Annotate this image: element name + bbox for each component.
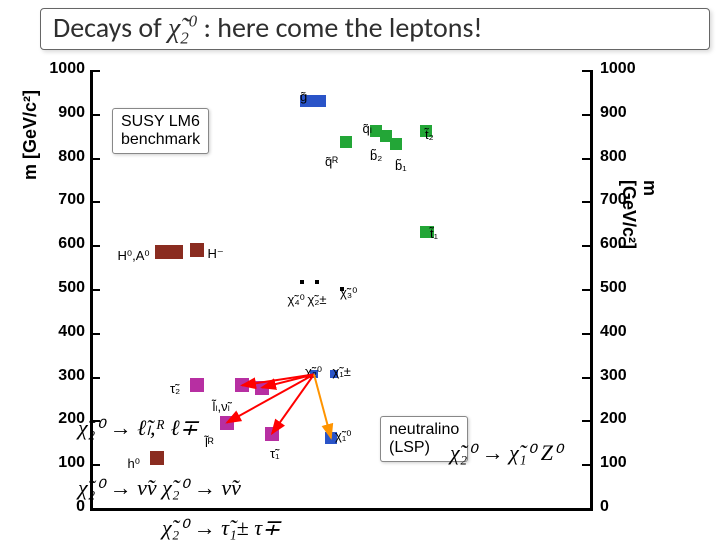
mass-spectrum-plot: m [GeV/c²] m [GeV/c²] 001001002002003003… [50,60,630,530]
benchmark-line2: benchmark [121,131,200,149]
benchmark-box: SUSY LM6 benchmark [112,108,209,154]
title-particle: χ̃20 [168,13,197,44]
page-title: Decays of χ̃20 : here come the leptons! [40,8,710,50]
decay-formula: χ̃₂⁰ → ν̃ν χ̃₂⁰ → ν̃ν [78,475,241,501]
lsp-line1: neutralino [389,421,459,438]
decay-formula: χ̃₂⁰ → ℓ̃ₗ,ᴿ ℓ∓ [78,415,198,441]
benchmark-line1: SUSY LM6 [121,113,200,131]
y-axis-title-left: m [GeV/c²] [20,90,41,180]
title-prefix: Decays of [53,10,168,45]
decay-formula: χ̃₂⁰ → χ̃₁⁰ Z⁰ [450,440,562,466]
decay-formula: χ̃₂⁰ → τ̃₁± τ∓ [162,515,281,541]
lsp-line2: (LSP) [389,439,430,456]
title-suffix: : here come the leptons! [203,10,482,45]
decay-arrow [314,374,331,438]
